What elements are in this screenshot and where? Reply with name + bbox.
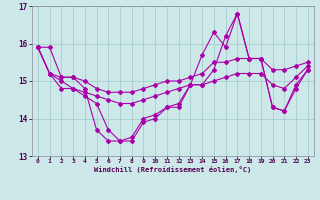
X-axis label: Windchill (Refroidissement éolien,°C): Windchill (Refroidissement éolien,°C) [94,166,252,173]
